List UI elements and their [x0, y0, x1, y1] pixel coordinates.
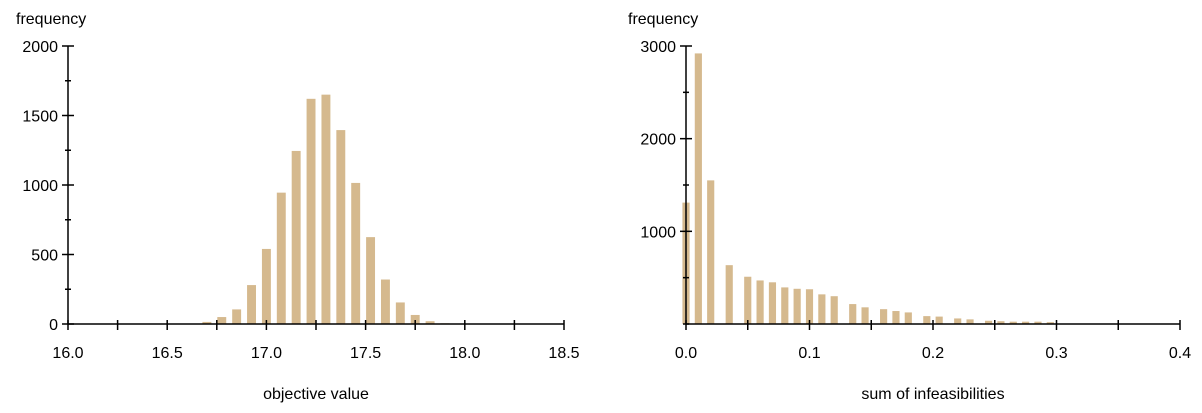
bar	[892, 311, 900, 324]
bar	[291, 150, 301, 324]
bar	[1009, 321, 1017, 324]
bar	[849, 304, 857, 324]
bar	[805, 289, 814, 324]
bar	[395, 302, 405, 324]
bar	[768, 282, 777, 324]
x-tick-label: 16.5	[152, 345, 183, 362]
x-tick-label: 0.0	[675, 345, 697, 362]
y-axis-label: frequency	[16, 11, 86, 28]
x-tick-label: 0.2	[922, 345, 944, 362]
bar	[818, 294, 826, 324]
x-tick-label: 0.1	[798, 345, 820, 362]
bar	[997, 321, 1005, 324]
y-tick-label: 1500	[22, 109, 58, 126]
bar	[202, 321, 212, 324]
bar	[1046, 322, 1054, 324]
x-tick-label: 17.5	[350, 345, 381, 362]
bar	[756, 280, 764, 324]
bar	[984, 320, 993, 324]
bar	[1034, 321, 1042, 324]
y-tick-label: 500	[31, 248, 58, 265]
bar	[966, 319, 974, 324]
bar	[935, 316, 943, 324]
y-tick-label: 3000	[640, 39, 676, 56]
bar	[725, 265, 733, 324]
y-tick-label: 0	[49, 317, 58, 334]
bar	[306, 98, 316, 324]
x-tick-label: 16.0	[52, 345, 83, 362]
bar	[707, 180, 715, 324]
bar	[366, 237, 376, 325]
bar	[781, 287, 789, 324]
x-tick-label: 0.4	[1169, 345, 1191, 362]
bar	[247, 285, 256, 324]
chart-2: 1000 2000 3000 0.0 0.1 0.2 0.3 0.4 frequency sum …	[628, 11, 1191, 403]
bar	[880, 309, 888, 324]
x-axis-label: sum of infeasibilities	[861, 386, 1004, 403]
bar	[861, 307, 869, 324]
bar	[1022, 321, 1030, 324]
bar	[694, 53, 702, 324]
bar	[380, 279, 390, 324]
bar	[410, 314, 420, 324]
chart-1: 0 500 1000 1500 2000 16.0 16.5 17.0 17.5 18.0 18.5…	[16, 11, 580, 403]
x-tick-label: 0.3	[1045, 345, 1067, 362]
y-tick-label: 1000	[22, 178, 58, 195]
bar	[276, 192, 286, 324]
y-axis-label: frequency	[628, 11, 698, 28]
bar	[744, 276, 752, 324]
bar	[217, 317, 227, 324]
bar	[336, 130, 346, 324]
bar	[904, 312, 912, 324]
x-tick-label: 18.0	[449, 345, 480, 362]
y-tick-label: 2000	[640, 132, 676, 149]
bar	[954, 318, 962, 324]
bar	[261, 248, 271, 324]
bar	[830, 296, 838, 324]
bar	[321, 94, 331, 325]
y-tick-label: 1000	[640, 224, 676, 241]
bar	[351, 182, 361, 324]
y-tick-label: 2000	[22, 39, 58, 56]
bar	[425, 321, 435, 324]
bar	[232, 309, 242, 324]
x-tick-label: 17.0	[251, 345, 282, 362]
x-axis-label: objective value	[263, 386, 369, 403]
bar	[793, 288, 801, 324]
x-tick-label: 18.5	[548, 345, 579, 362]
bar	[923, 316, 931, 324]
